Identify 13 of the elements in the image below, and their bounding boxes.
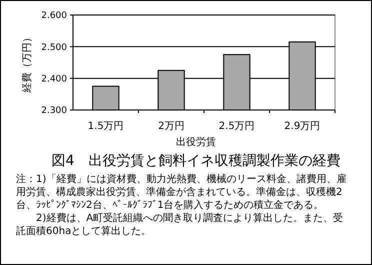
x-tick-label: 1.5万円: [88, 121, 124, 132]
x-axis-title: 出役労賃: [176, 136, 216, 148]
y-tick-label: 2.300: [41, 106, 68, 116]
x-tick-label: 2万円: [158, 121, 184, 132]
text: 2)経費は、A町受託組織への聞き取り調査により算出した。また、受託面積60haとして算出した。: [16, 212, 344, 237]
text: 注：1)「経費」には資材費、動力光熱費、機械のリース料金、諸費用、雇用労賃、構成農家出役労賃、準備金が含まれている。準備金は、収穫機2台、ﾗｯﾋﾟﾝｸﾞﾏｼﾝ2台、ﾍﾞｰﾙｸﾞﾗﾌﾞ1台を購入するための積立金である。: [16, 173, 346, 211]
y-axis-title: 経費（万円）: [21, 32, 33, 94]
y-tick-label: 2.600: [41, 11, 68, 22]
y-tick-label: 2.500: [41, 42, 68, 53]
x-tick-label: 2.9万円: [284, 121, 320, 132]
text: 図4 出役労賃と飼料イネ収穫調製作業の経費: [52, 153, 340, 169]
x-tick-label: 2.5万円: [218, 121, 255, 132]
y-tick-label: 2.400: [41, 74, 68, 84]
